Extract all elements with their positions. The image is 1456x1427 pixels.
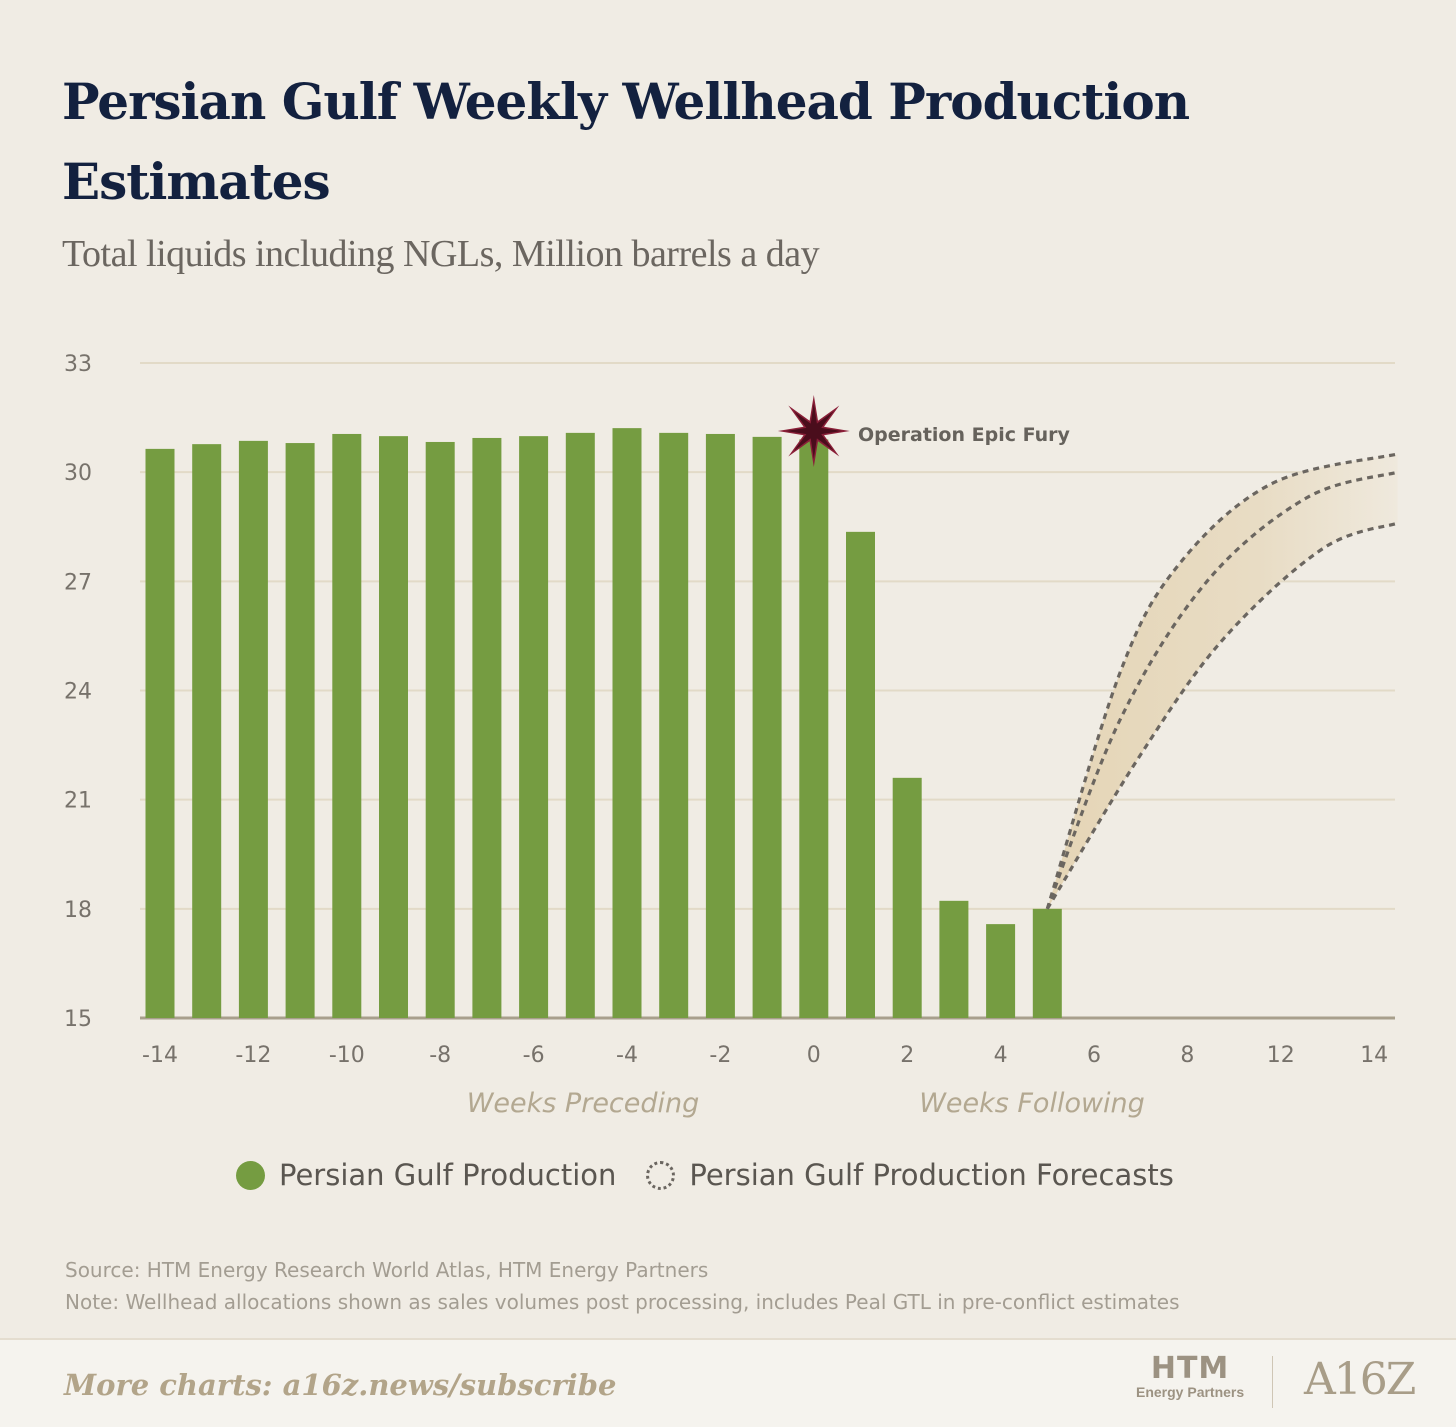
bar [705,433,735,1018]
x-tick-label: -14 [142,1043,178,1068]
forecast-line-mid [1045,470,1398,910]
bar [332,433,362,1018]
legend-forecast-swatch [646,1160,676,1190]
htm-logo: HTM Energy Partners [1136,1351,1245,1401]
x-tick-label: -6 [523,1043,545,1068]
legend-production-label: Persian Gulf Production [279,1158,617,1192]
x-axis-title-preceding: Weeks Preceding [466,1088,700,1119]
bar [519,436,549,1018]
y-tick-label: 27 [64,570,92,595]
x-tick-label: -4 [616,1043,638,1068]
x-tick-label: -8 [429,1043,451,1068]
legend-forecast-label: Persian Gulf Production Forecasts [689,1158,1174,1192]
y-tick-label: 30 [64,461,92,486]
y-tick-label: 33 [64,352,92,377]
forecast-line-low [1045,521,1399,910]
x-tick-label: -10 [329,1043,365,1068]
bar [192,444,222,1018]
logo-divider [1272,1356,1273,1408]
source-text: Source: HTM Energy Research World Atlas,… [65,1258,709,1282]
x-tick-label: 4 [994,1043,1008,1068]
bar [939,900,969,1018]
bar [659,432,689,1018]
x-tick-label: 8 [1180,1043,1194,1068]
y-tick-label: 21 [64,789,92,814]
legend-production-swatch [236,1160,265,1190]
chart-title: Persian Gulf Weekly Wellhead Production … [62,72,1190,211]
forecast-line-high [1045,452,1398,910]
note-text: Note: Wellhead allocations shown as sale… [65,1290,1180,1314]
x-tick-label: 6 [1087,1043,1101,1068]
bar [238,440,268,1019]
footer: More charts: a16z.news/subscribe HTM Ene… [0,1338,1456,1427]
bar [846,531,875,1018]
htm-logo-sub: Energy Partners [1136,1384,1245,1400]
x-tick-label: 14 [1360,1043,1388,1068]
a16z-logo: A16Z [1304,1354,1416,1405]
legend: Persian Gulf Production Persian Gulf Pro… [236,1158,1174,1192]
bar [799,439,829,1019]
star-icon-inner [785,403,842,459]
bar [565,432,595,1018]
x-tick-label: -2 [709,1043,731,1068]
subscribe-link[interactable]: More charts: a16z.news/subscribe [64,1368,617,1402]
bar [986,924,1016,1018]
y-tick-label: 18 [64,898,92,923]
chart-subtitle: Total liquids including NGLs, Million ba… [62,233,820,275]
x-tick-label: 0 [807,1043,821,1068]
forecast-band [1047,453,1398,909]
htm-logo-text: HTM [1150,1351,1230,1386]
annotation-label: Operation Epic Fury [858,424,1071,446]
x-axis-title-following: Weeks Following [919,1088,1145,1119]
bar [379,436,408,1018]
y-tick-label: 24 [64,680,92,705]
x-tick-label: -12 [235,1043,271,1068]
bar [425,441,455,1019]
bar [285,443,315,1018]
bar [752,436,782,1018]
bar [145,448,175,1018]
x-tick-label: 12 [1267,1043,1295,1068]
bar [892,777,922,1018]
bar [1032,908,1062,1018]
bar [472,437,502,1018]
y-tick-label: 15 [64,1007,92,1032]
x-tick-label: 2 [900,1043,914,1068]
notes: Source: HTM Energy Research World Atlas,… [65,1254,1180,1318]
bar [612,428,642,1018]
